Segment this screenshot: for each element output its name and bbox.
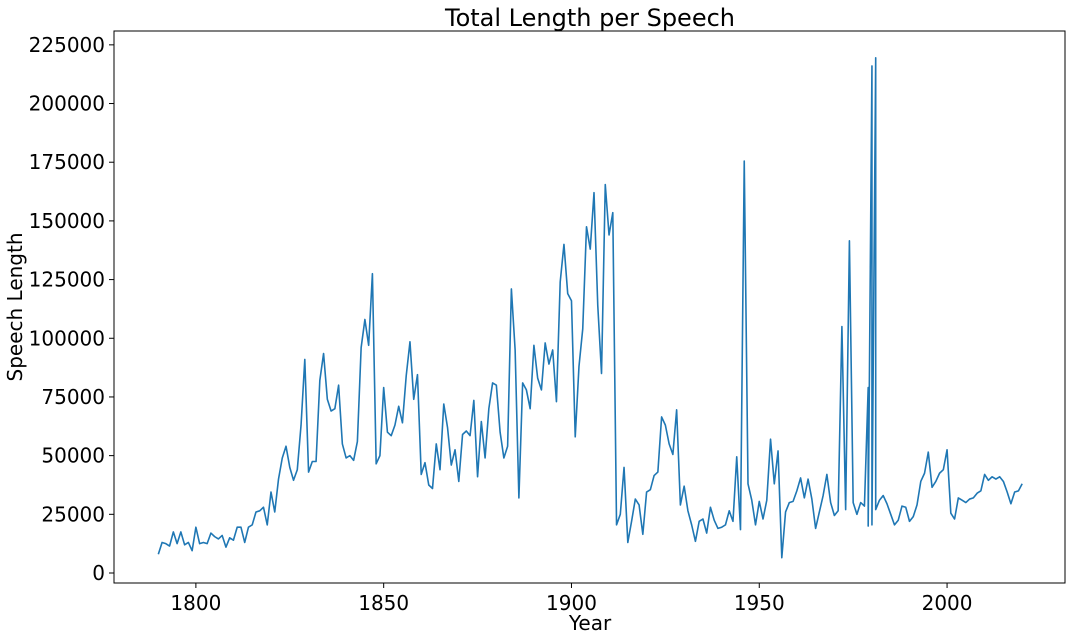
y-tick-label: 225000 <box>29 33 105 57</box>
x-tick-label: 1900 <box>546 591 597 615</box>
plot-frame <box>113 30 1066 584</box>
y-tick-label: 0 <box>92 561 105 585</box>
y-tick-label: 75000 <box>41 385 105 409</box>
y-tick-label: 150000 <box>29 209 105 233</box>
y-tick-label: 25000 <box>41 502 105 526</box>
y-tick-label: 100000 <box>29 326 105 350</box>
y-tick-label: 175000 <box>29 150 105 174</box>
x-axis-label: Year <box>568 611 612 635</box>
data-line <box>157 56 1023 559</box>
x-tick-label: 1850 <box>358 591 409 615</box>
y-tick-label: 200000 <box>29 92 105 116</box>
y-tick-label: 125000 <box>29 268 105 292</box>
chart-title: Total Length per Speech <box>444 4 735 32</box>
y-axis-label: Speech Length <box>3 232 27 381</box>
x-tick-label: 2000 <box>922 591 973 615</box>
x-tick-label: 1800 <box>170 591 221 615</box>
y-tick-label: 50000 <box>41 444 105 468</box>
x-tick-label: 1950 <box>734 591 785 615</box>
